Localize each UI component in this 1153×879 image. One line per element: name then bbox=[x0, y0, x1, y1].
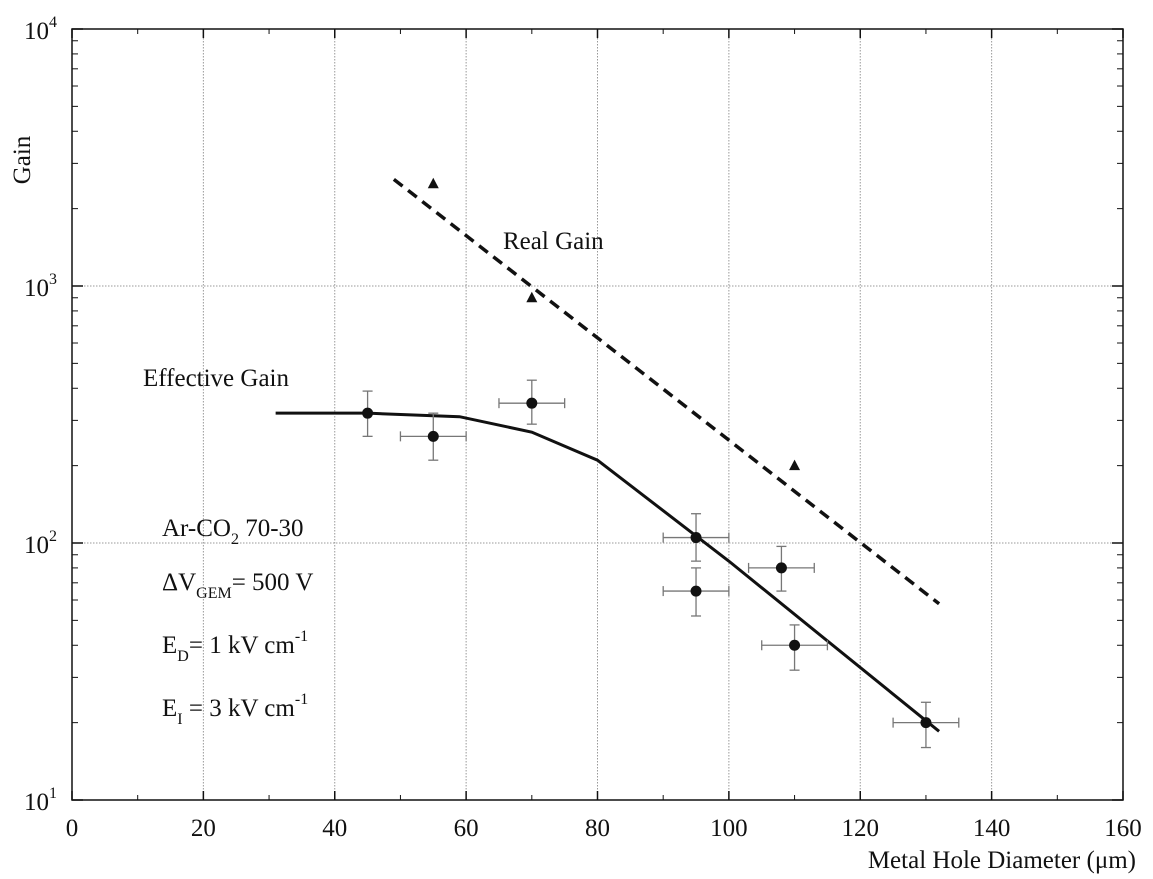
x-tick-label: 40 bbox=[322, 815, 347, 842]
y-axis-title: Gain bbox=[9, 135, 36, 184]
condition-line: Ar-CO2 70-30 bbox=[162, 515, 304, 548]
error-bars bbox=[362, 379, 960, 749]
effective-gain-curve bbox=[275, 411, 941, 733]
x-tick-label: 20 bbox=[191, 815, 216, 842]
effective-gain-point bbox=[775, 562, 787, 574]
effective-gain-point bbox=[789, 639, 801, 651]
series-lines bbox=[275, 177, 941, 733]
conditions-block: Ar-CO2 70-30 ΔVGEM= 500 V ED= 1 kV cm-1 EI … bbox=[162, 515, 313, 728]
real-gain-point bbox=[526, 291, 538, 303]
x-tick-label: 120 bbox=[842, 815, 880, 842]
y-tick-label: 102 bbox=[24, 528, 57, 559]
real-gain-point bbox=[789, 459, 801, 471]
x-tick-label: 160 bbox=[1104, 815, 1142, 842]
condition-line: ΔVGEM= 500 V bbox=[162, 569, 313, 602]
x-tick-label: 80 bbox=[585, 815, 610, 842]
real-gain-fit-line bbox=[392, 177, 941, 606]
y-axis-ticks: 101 102 103 104 bbox=[24, 14, 1123, 816]
x-tick-label: 140 bbox=[973, 815, 1011, 842]
effective-gain-point bbox=[427, 430, 439, 442]
x-tick-label: 60 bbox=[454, 815, 479, 842]
x-tick-label: 100 bbox=[710, 815, 748, 842]
real-gain-point bbox=[427, 177, 439, 189]
x-tick-label: 0 bbox=[66, 815, 79, 842]
condition-line: ED= 1 kV cm-1 bbox=[162, 628, 308, 665]
effective-gain-label: Effective Gain bbox=[143, 365, 289, 392]
x-axis-ticks: 0 20 40 60 80 100 120 140 160 bbox=[66, 29, 1142, 842]
y-tick-label: 101 bbox=[24, 785, 57, 816]
condition-line: EI = 3 kV cm-1 bbox=[162, 691, 308, 728]
effective-gain-point bbox=[690, 532, 702, 544]
effective-gain-point bbox=[920, 717, 932, 729]
effective-gain-point bbox=[690, 585, 702, 597]
effective-gain-point bbox=[526, 397, 538, 409]
y-tick-label: 103 bbox=[24, 271, 57, 302]
x-axis-title: Metal Hole Diameter (μm) bbox=[868, 847, 1136, 874]
real-gain-label: Real Gain bbox=[503, 228, 604, 255]
y-tick-label: 104 bbox=[24, 14, 57, 45]
grid-lines bbox=[72, 29, 1123, 800]
effective-gain-point bbox=[362, 407, 374, 419]
data-markers bbox=[362, 177, 932, 729]
